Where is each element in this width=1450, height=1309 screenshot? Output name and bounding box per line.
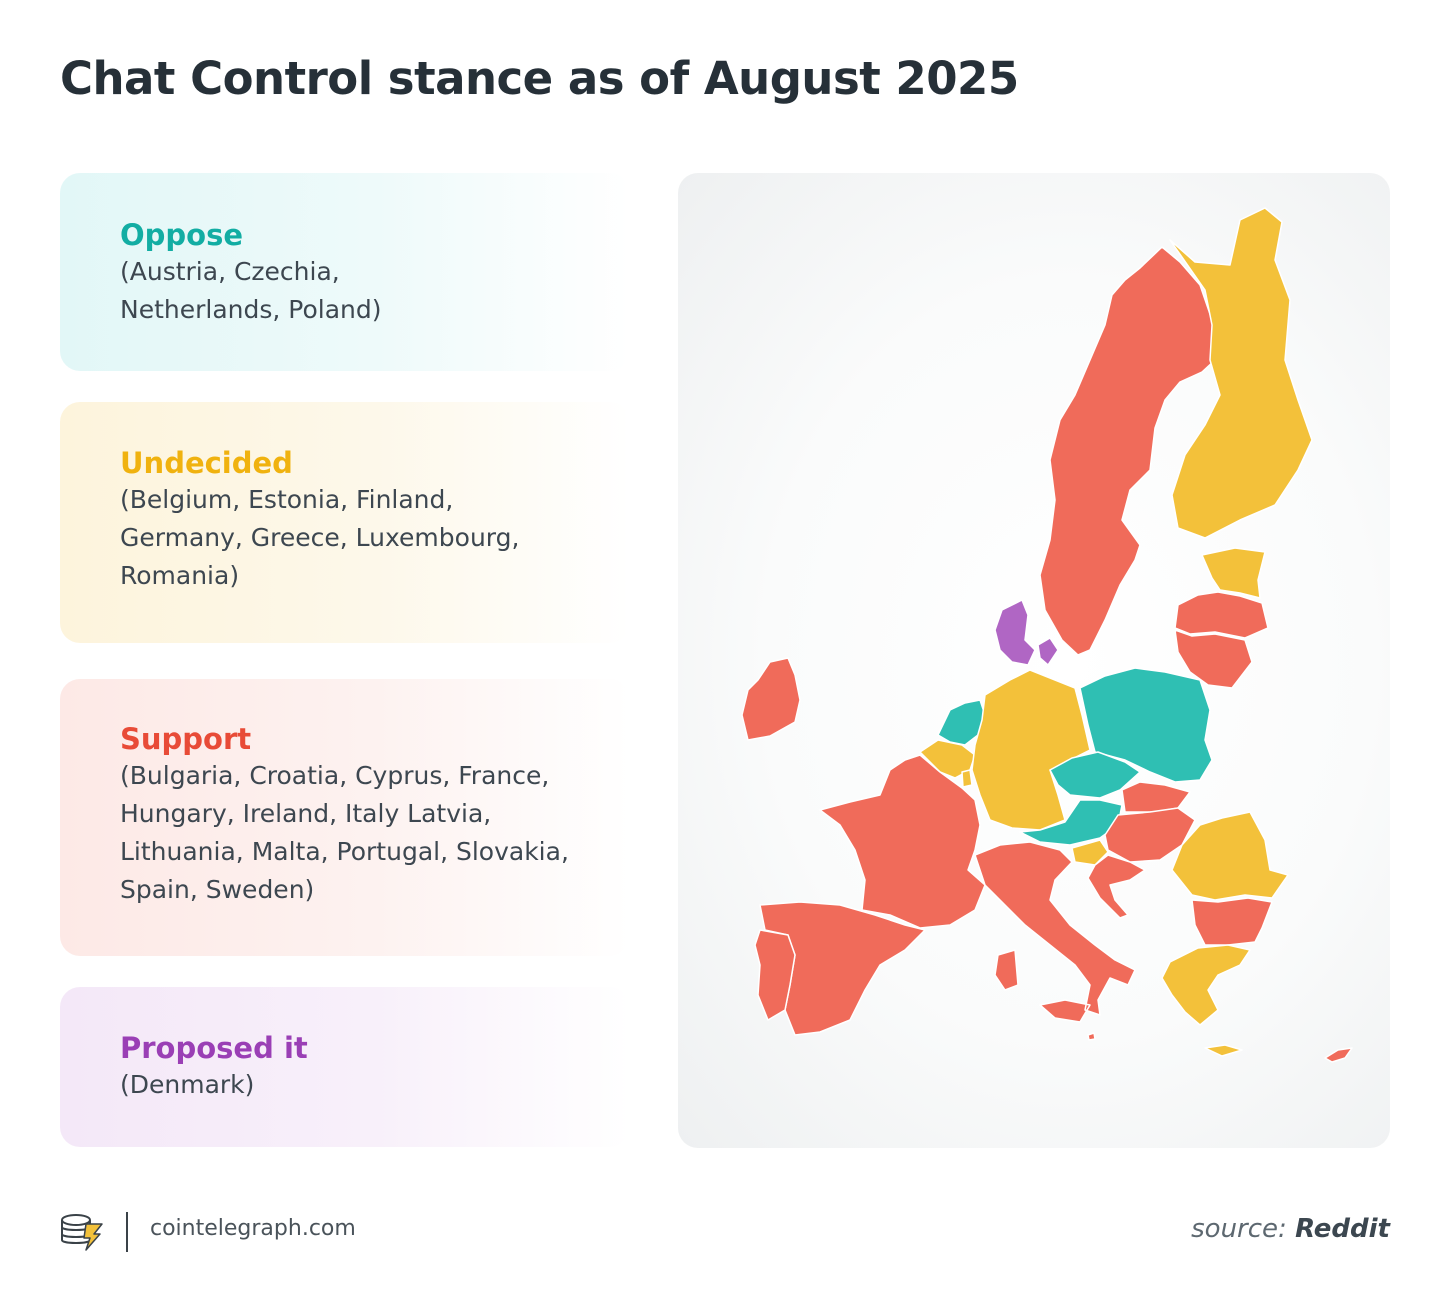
legend-countries-support: (Bulgaria, Croatia, Cyprus, France, Hung…: [120, 761, 569, 904]
country-cyprus: [1324, 1047, 1353, 1063]
country-czechia: [1049, 751, 1141, 799]
legend-label-oppose: Oppose: [120, 218, 244, 252]
cointelegraph-logo-icon: [61, 1214, 103, 1251]
legend-label-support: Support: [120, 722, 252, 756]
legend-label-proposed: Proposed it: [120, 1031, 308, 1065]
country-romania: [1171, 811, 1289, 901]
country-bulgaria: [1191, 897, 1273, 946]
legend-card-undecided: Undecided (Belgium, Estonia, Finland, Ge…: [60, 402, 630, 643]
source-prefix: source:: [1191, 1214, 1287, 1244]
legend-countries-undecided: (Belgium, Estonia, Finland, Germany, Gre…: [120, 485, 520, 590]
legend-card-support: Support (Bulgaria, Croatia, Cyprus, Fran…: [60, 679, 630, 956]
country-portugal: [754, 929, 796, 1021]
legend-card-oppose: Oppose (Austria, Czechia, Netherlands, P…: [60, 173, 630, 371]
page-title: Chat Control stance as of August 2025: [60, 52, 1019, 105]
country-sweden: [1039, 246, 1216, 656]
footer-source: source: Reddit: [1191, 1214, 1390, 1244]
country-france: [819, 754, 986, 929]
country-ireland: [741, 657, 801, 741]
legend-countries-proposed: (Denmark): [120, 1070, 255, 1099]
legend-card-proposed: Proposed it (Denmark): [60, 987, 630, 1147]
country-luxembourg: [961, 769, 973, 788]
country-croatia: [1087, 854, 1146, 919]
legend-countries-oppose: (Austria, Czechia, Netherlands, Poland): [120, 257, 382, 324]
country-latvia: [1174, 591, 1269, 639]
country-estonia: [1201, 547, 1266, 599]
country-lithuania: [1174, 629, 1253, 689]
country-germany: [971, 669, 1091, 831]
country-slovenia: [1071, 839, 1109, 866]
country-malta: [1087, 1032, 1096, 1041]
country-hungary: [1104, 807, 1196, 863]
country-denmark: [994, 599, 1059, 666]
legend-label-undecided: Undecided: [120, 446, 293, 480]
country-greece: [1161, 944, 1251, 1057]
country-italy: [974, 841, 1136, 1023]
source-name: Reddit: [1295, 1214, 1390, 1244]
footer-divider: [126, 1212, 128, 1252]
country-austria: [1019, 799, 1123, 846]
footer-site-link[interactable]: cointelegraph.com: [150, 1216, 356, 1241]
country-slovakia: [1121, 781, 1191, 813]
country-finland: [1169, 207, 1313, 539]
